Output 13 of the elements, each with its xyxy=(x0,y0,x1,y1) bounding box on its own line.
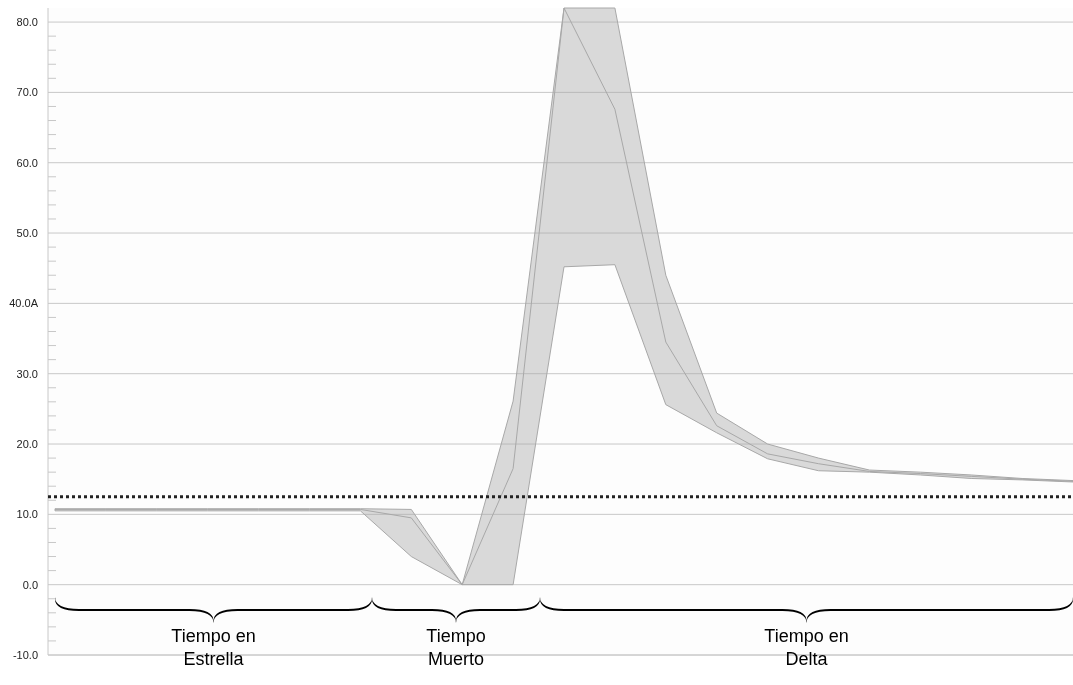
annotation: Tiempo en Estrella xyxy=(171,626,256,669)
annotation: Tiempo en Delta xyxy=(764,626,849,669)
y-tick-label: 80.0 xyxy=(16,15,38,28)
y-tick-label: -10.0 xyxy=(12,648,38,661)
y-tick-label: 10.0 xyxy=(16,508,38,521)
y-tick-label: 40.0A xyxy=(9,297,39,310)
y-tick-label: 60.0 xyxy=(16,156,38,169)
y-tick-label: 0.0 xyxy=(22,578,38,591)
y-tick-label: 50.0 xyxy=(16,226,38,239)
annotation: Tiempo Muerto xyxy=(426,626,486,669)
y-tick-label: 20.0 xyxy=(16,437,38,450)
y-tick-label: 70.0 xyxy=(16,86,38,99)
y-tick-label: 30.0 xyxy=(16,367,38,380)
